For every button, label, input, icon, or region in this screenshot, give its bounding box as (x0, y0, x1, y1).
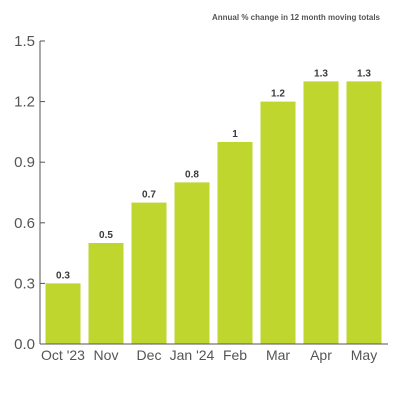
y-axis: 0.0 0.3 0.6 0.9 1.2 1.5 (14, 33, 45, 353)
data-labels: 0.3 0.5 0.7 0.8 1 1.2 1.3 1.3 (56, 68, 371, 281)
bar (217, 142, 253, 344)
x-tick-label: Dec (137, 347, 162, 363)
x-tick-label: May (351, 347, 377, 363)
y-tick-label: 0.9 (14, 154, 35, 171)
bar (131, 202, 167, 344)
x-tick-label: Apr (310, 347, 332, 363)
y-tick-label: 0.0 (14, 336, 35, 353)
bar-value-label: 0.3 (56, 270, 70, 281)
x-axis: Oct '23 Nov Dec Jan '24 Feb Mar Apr May (40, 343, 388, 363)
y-tick-label: 0.3 (14, 275, 35, 292)
bar-value-label: 0.8 (185, 169, 199, 180)
bar (260, 101, 296, 344)
bar (88, 243, 124, 344)
bar-value-label: 0.5 (99, 230, 113, 241)
x-tick-label: Mar (266, 347, 290, 363)
x-tick-label: Oct '23 (41, 347, 85, 363)
bar-value-label: 0.7 (142, 190, 156, 201)
bar-value-label: 1 (232, 129, 238, 140)
bars (45, 81, 382, 345)
bar-value-label: 1.3 (357, 68, 371, 79)
bar (346, 81, 382, 345)
y-tick-label: 0.6 (14, 215, 35, 232)
y-tick-label: 1.2 (14, 94, 35, 111)
bar (45, 283, 81, 344)
y-tick-label: 1.5 (14, 33, 35, 50)
x-tick-label: Feb (223, 347, 247, 363)
bar (303, 81, 339, 345)
bar-value-label: 1.3 (314, 68, 328, 79)
bar (174, 182, 210, 344)
chart-title: Annual % change in 12 month moving total… (212, 13, 381, 22)
bar-value-label: 1.2 (271, 89, 285, 100)
x-tick-label: Jan '24 (170, 347, 215, 363)
x-tick-label: Nov (94, 347, 119, 363)
